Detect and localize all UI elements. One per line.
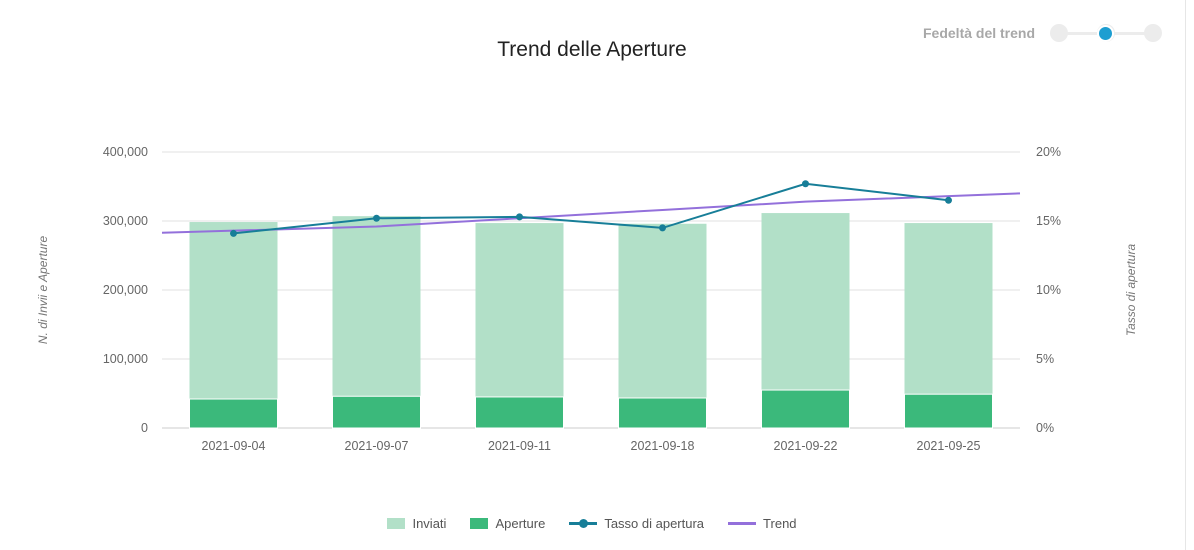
- y-tick-label: 200,000: [103, 283, 148, 297]
- y-tick-label: 300,000: [103, 214, 148, 228]
- open-rate-point: [945, 196, 952, 204]
- open-rate-point: [230, 229, 237, 237]
- bar-inviati: [475, 223, 564, 428]
- y-axis-title: N. di Invii e Aperture: [36, 236, 50, 345]
- bar-aperture: [618, 397, 707, 429]
- y2-tick-label: 20%: [1036, 145, 1061, 159]
- x-tick-label: 2021-09-11: [488, 439, 551, 453]
- bar-aperture: [475, 396, 564, 429]
- bar-inviati: [189, 222, 278, 428]
- legend: Inviati Aperture Tasso di apertura Trend: [0, 516, 1184, 531]
- slider-knob[interactable]: [1097, 25, 1114, 42]
- y-tick-label: 0: [141, 421, 148, 435]
- bar-aperture: [904, 393, 993, 429]
- open-rate-point: [659, 224, 666, 232]
- x-tick-label: 2021-09-22: [774, 439, 838, 453]
- legend-aperture[interactable]: Aperture: [470, 516, 545, 531]
- legend-inviati[interactable]: Inviati: [387, 516, 446, 531]
- x-tick-label: 2021-09-07: [345, 439, 409, 453]
- trend-fidelity-slider[interactable]: [1050, 22, 1162, 44]
- x-tick-label: 2021-09-18: [631, 439, 695, 453]
- legend-tasso[interactable]: Tasso di apertura: [569, 516, 704, 531]
- y2-tick-label: 0%: [1036, 421, 1054, 435]
- legend-trend[interactable]: Trend: [728, 516, 797, 531]
- slider-stop-1[interactable]: [1050, 24, 1068, 42]
- bar-aperture: [761, 389, 850, 429]
- bar-aperture: [189, 398, 278, 429]
- slider-stop-3[interactable]: [1144, 24, 1162, 42]
- trend-fidelity-label: Fedeltà del trend: [923, 25, 1036, 41]
- bar-inviati: [332, 216, 421, 428]
- x-tick-label: 2021-09-25: [917, 439, 981, 453]
- y-tick-label: 400,000: [103, 145, 148, 159]
- open-rate-point: [516, 213, 523, 221]
- bar-aperture: [332, 395, 421, 429]
- chart-title: Trend delle Aperture: [497, 38, 687, 61]
- open-rate-point: [373, 214, 380, 222]
- bar-inviati: [618, 223, 707, 428]
- open-rate-line: [233, 182, 949, 235]
- y2-tick-label: 5%: [1036, 352, 1054, 366]
- open-rate-point: [802, 180, 809, 188]
- y-tick-label: 100,000: [103, 352, 148, 366]
- y2-tick-label: 15%: [1036, 214, 1061, 228]
- panel-border: [1185, 0, 1186, 550]
- y2-axis-title: Tasso di apertura: [1124, 244, 1138, 337]
- y2-tick-label: 10%: [1036, 283, 1061, 297]
- x-tick-label: 2021-09-04: [202, 439, 266, 453]
